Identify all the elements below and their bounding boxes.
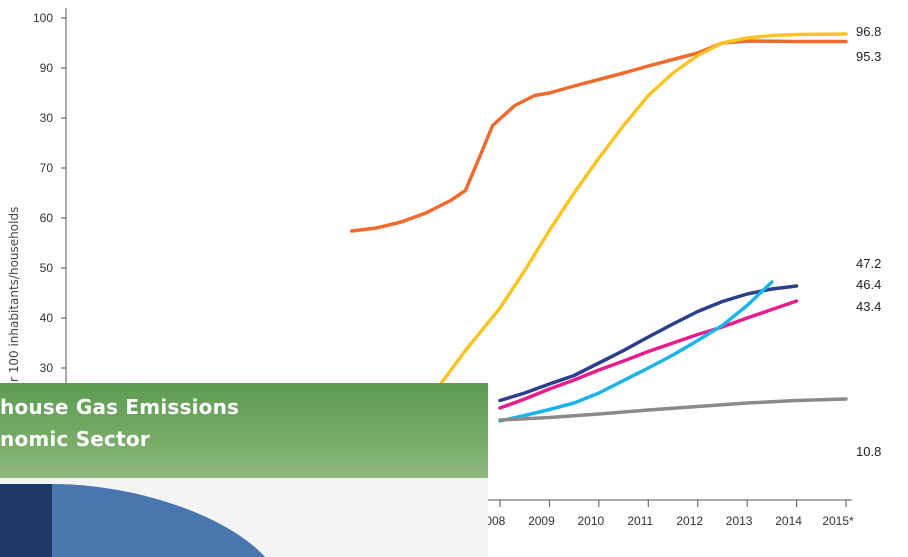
- series-end-label: 47.2: [856, 256, 881, 271]
- end-labels: 96.8 95.3 47.2 46.4 43.4 10.8: [856, 24, 881, 459]
- overlay-header: house Gas Emissions nomic Sector: [0, 383, 488, 478]
- donut-slice-dark: [0, 484, 52, 557]
- series-end-label: 46.4: [856, 277, 881, 292]
- series-line-2: [399, 32, 848, 423]
- y-tick-label: 30: [40, 111, 54, 125]
- series-end-label: 96.8: [856, 24, 881, 39]
- series-end-label: 43.4: [856, 299, 881, 314]
- series-line-4: [498, 299, 799, 410]
- y-tick-label: 70: [40, 161, 54, 175]
- y-tick-label: 40: [40, 311, 54, 325]
- series-line-5: [498, 280, 774, 423]
- x-tick-label: 2010: [578, 514, 605, 528]
- y-tick-label: 30: [40, 361, 54, 375]
- donut-slice-blue: [52, 484, 265, 557]
- overlay-panel: house Gas Emissions nomic Sector: [0, 383, 488, 557]
- x-tick-label: 2013: [726, 514, 753, 528]
- y-tick-label: 60: [40, 211, 54, 225]
- series-line-1: [349, 39, 848, 233]
- x-axis: 2008 2009 2010 2011 2012 2013 2014 2015*: [479, 499, 854, 528]
- y-tick-label: 50: [40, 261, 54, 275]
- y-axis-title: r 100 inhabitants/households: [7, 207, 21, 382]
- x-tick-label: 2012: [676, 514, 703, 528]
- donut-chart-fragment: [0, 484, 265, 557]
- series-end-label: 10.8: [856, 444, 881, 459]
- y-tick-label: 100: [33, 11, 53, 25]
- series-lines: [349, 32, 848, 423]
- series-line-3: [498, 284, 799, 403]
- series-line-6: [498, 397, 848, 422]
- x-tick-label: 2014: [775, 514, 802, 528]
- y-axis: 100 90 30 70 60 50 40 30: [33, 8, 67, 500]
- overlay-title-line-1: house Gas Emissions: [0, 395, 240, 419]
- x-tick-label: 2009: [528, 514, 555, 528]
- y-tick-label: 90: [40, 61, 54, 75]
- x-tick-label: 2011: [627, 514, 653, 528]
- overlay-title-line-2: nomic Sector: [0, 427, 150, 451]
- series-end-label: 95.3: [856, 49, 881, 64]
- x-tick-label: 2015*: [822, 514, 854, 528]
